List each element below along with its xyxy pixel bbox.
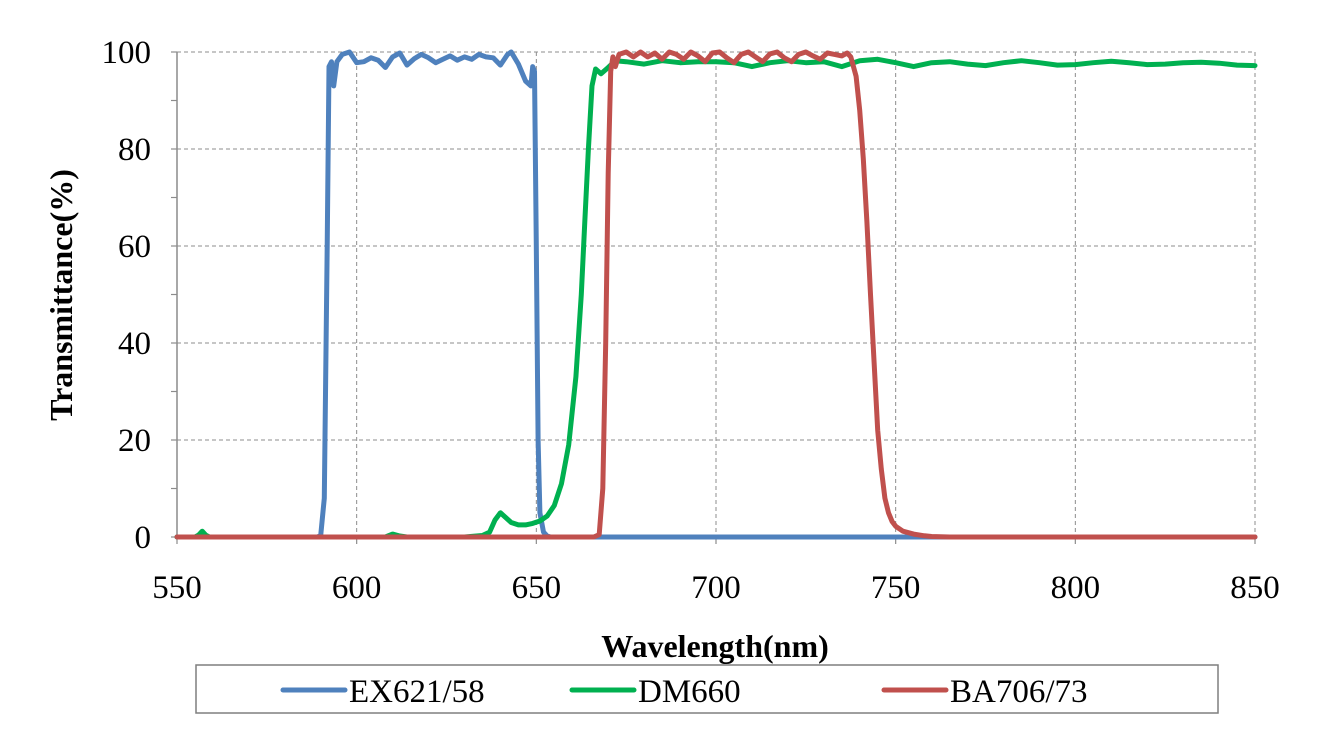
x-tick-label: 650 [512,570,562,606]
series-line-ex621-58 [174,49,1258,540]
legend-box [195,664,1219,714]
legend-label-dm660: DM660 [638,674,741,710]
x-tick-label: 700 [691,570,741,606]
y-tick-label: 60 [118,229,151,265]
legend-label-ex621-58: EX621/58 [349,674,485,710]
y-tick-label: 0 [135,520,152,556]
y-tick-label: 80 [118,132,151,168]
tick-labels: 0 20 40 60 80 100 550 600 650 700 750 800 850 [102,35,1280,606]
x-tick-label: 800 [1051,570,1101,606]
series-line-dm660 [174,56,1258,540]
y-tick-label: 20 [118,423,151,459]
y-axis-title: Transmittance(%) [43,169,79,421]
x-tick-label: 600 [332,570,382,606]
legend-label-ba706-73: BA706/73 [950,674,1088,710]
legend: EX621/58 DM660 BA706/73 [280,674,1088,710]
x-tick-label: 550 [152,570,202,606]
series-line-ba706-73 [174,49,1258,540]
x-tick-label: 850 [1230,570,1280,606]
y-tick-label: 100 [102,35,152,71]
x-tick-label: 750 [871,570,921,606]
y-tick-label: 40 [118,326,151,362]
series-lines [174,49,1258,540]
x-axis-title: Wavelength(nm) [601,628,829,664]
